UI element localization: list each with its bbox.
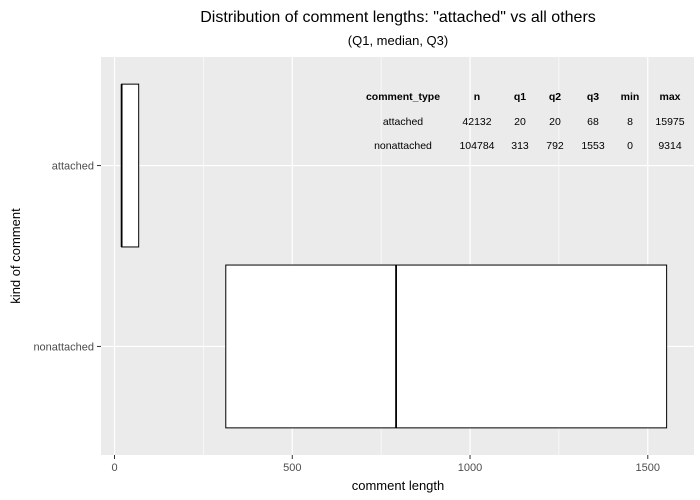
table-header-cell: min: [621, 91, 640, 103]
table-header-cell: max: [659, 91, 680, 103]
table-header-cell: q1: [514, 91, 526, 103]
table-cell: 792: [546, 140, 564, 152]
x-tick-label: 1500: [636, 462, 660, 474]
table-cell: nonattached: [374, 140, 432, 152]
summary-table: comment_type n q1 q2 q3 min max attached 42132 20…: [366, 91, 685, 152]
x-tick-label: 0: [111, 462, 117, 474]
table-header-cell: comment_type: [366, 91, 440, 103]
x-axis: 0 500 1000 1500: [111, 455, 660, 474]
table-cell: 68: [587, 116, 599, 128]
x-axis-title: comment length: [352, 478, 445, 493]
table-header-cell: q3: [587, 91, 599, 103]
box-attached: [121, 83, 140, 248]
y-tick-label: nonattached: [33, 341, 94, 353]
chart-subtitle: (Q1, median, Q3): [348, 33, 448, 48]
x-tick-label: 500: [283, 462, 301, 474]
table-cell: 8: [627, 116, 633, 128]
y-axis: attached nonattached: [33, 161, 101, 353]
table-cell: 15975: [655, 116, 684, 128]
table-cell: 9314: [658, 140, 682, 152]
chart-title: Distribution of comment lengths: "attach…: [200, 9, 596, 26]
y-tick-label: attached: [52, 161, 94, 173]
boxes: [120, 83, 668, 429]
y-axis-title: kind of comment: [8, 208, 23, 304]
table-cell: 1553: [581, 140, 605, 152]
table-cell: 20: [514, 116, 526, 128]
table-cell: 20: [549, 116, 561, 128]
box-nonattached: [225, 264, 668, 429]
table-header-cell: n: [474, 91, 480, 103]
table-header-cell: q2: [549, 91, 561, 103]
table-cell: 313: [511, 140, 529, 152]
table-cell: 42132: [462, 116, 491, 128]
table-cell: attached: [383, 116, 423, 128]
x-tick-label: 1000: [458, 462, 482, 474]
table-cell: 104784: [459, 140, 494, 152]
table-cell: 0: [627, 140, 633, 152]
